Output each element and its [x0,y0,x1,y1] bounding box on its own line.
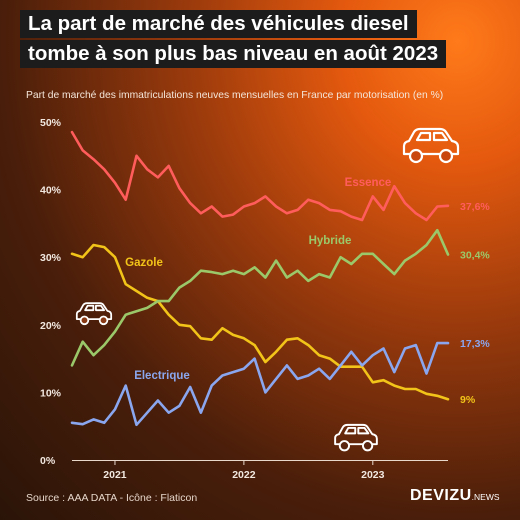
y-tick-label: 40% [40,185,62,197]
title-line-2: tombe à son plus bas niveau en août 2023 [20,40,447,68]
y-axis: 0% 10% 20% 30% 40% 50% [40,117,62,467]
series-line-electrique [70,341,450,427]
brand-name: DEVIZU [410,487,472,504]
y-tick-label: 20% [40,320,62,332]
title-block: La part de marché des véhicules diesel t… [20,10,447,70]
series-end-label: 37,6% [460,201,490,213]
y-tick-label: 10% [40,387,62,399]
series-line-essence [70,130,450,222]
series-name-label: Essence [345,177,392,189]
car-icon [402,127,460,164]
car-icon [334,423,378,452]
brand-logo: DEVIZU.NEWS [410,487,500,505]
x-axis: 2021 2022 2023 [72,460,448,481]
x-tick-label: 2021 [103,469,127,481]
series-end-label: 30,4% [460,249,490,261]
chart-subtitle: Part de marché des immatriculations neuv… [26,90,444,101]
series-name-label: Hybride [309,235,352,247]
series-line-gazole [70,243,450,401]
car-icon [75,302,113,326]
series-name-label: Gazole [125,257,163,269]
series-labels: Essence 37,6% Gazole 9% Hybride 30,4% Electriq… [125,177,490,406]
series-lines [70,130,450,427]
y-tick-label: 50% [40,117,62,129]
x-tick-label: 2023 [361,469,385,481]
series-end-label: 9% [460,394,476,406]
title-line-1: La part de marché des véhicules diesel [20,10,417,38]
series-line-hybride [70,228,450,367]
y-tick-label: 0% [40,455,56,467]
series-name-label: Electrique [134,370,190,382]
source-note: Source : AAA DATA - Icône : Flaticon [26,492,198,504]
x-tick-label: 2022 [232,469,256,481]
brand-suffix: .NEWS [471,492,500,502]
series-end-label: 17,3% [460,338,490,350]
y-tick-label: 30% [40,252,62,264]
